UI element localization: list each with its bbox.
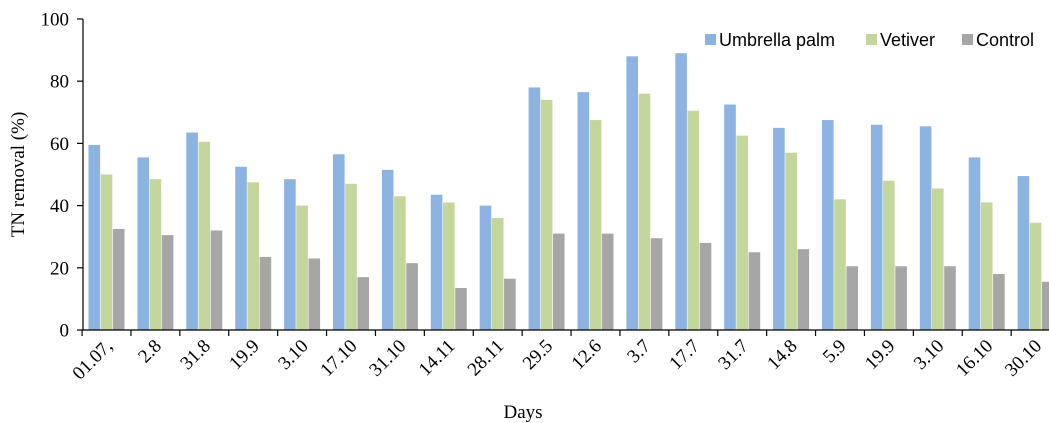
bar-umbrella-palm-16 <box>822 120 834 330</box>
bar-control-10 <box>553 233 565 330</box>
bar-vetiver-8 <box>443 202 455 330</box>
bar-control-20 <box>1042 281 1049 330</box>
y-tick-label: 100 <box>41 10 70 31</box>
bar-control-8 <box>455 288 467 330</box>
bar-umbrella-palm-13 <box>675 53 687 331</box>
bar-umbrella-palm-17 <box>870 124 883 331</box>
x-tick-label: 28.11 <box>464 336 509 381</box>
x-tick-label: 14.11 <box>415 336 460 381</box>
bar-umbrella-palm-9 <box>479 205 492 330</box>
bar-vetiver-16 <box>834 199 846 330</box>
bar-control-15 <box>797 249 810 330</box>
bar-vetiver-5 <box>296 205 308 330</box>
legend-swatch-umbrella-palm <box>705 34 716 45</box>
bar-vetiver-17 <box>883 180 895 330</box>
x-tick-label: 3.10 <box>910 336 948 374</box>
bar-control-5 <box>308 258 321 330</box>
legend-swatch-vetiver <box>866 34 877 45</box>
x-tick-label: 14.8 <box>763 336 801 374</box>
y-tick-label: 60 <box>50 134 69 155</box>
bar-vetiver-10 <box>540 99 553 330</box>
x-tick-label: 2.8 <box>134 336 166 368</box>
bar-control-3 <box>210 230 223 330</box>
y-tick-label: 20 <box>50 258 69 279</box>
legend-label-umbrella-palm: Umbrella palm <box>719 30 835 50</box>
y-tick-label: 0 <box>60 321 70 342</box>
bar-umbrella-palm-14 <box>724 104 736 330</box>
y-tick-label: 80 <box>50 72 69 93</box>
bar-vetiver-9 <box>491 218 504 330</box>
bar-umbrella-palm-3 <box>186 132 198 330</box>
x-tick-label: 31.10 <box>365 336 410 381</box>
bar-umbrella-palm-8 <box>430 194 443 330</box>
bar-control-16 <box>846 266 858 330</box>
bar-umbrella-palm-6 <box>333 154 345 330</box>
bar-vetiver-14 <box>736 135 748 331</box>
bar-control-12 <box>650 238 663 330</box>
bar-vetiver-18 <box>932 188 944 330</box>
x-tick-label: 31.8 <box>176 336 214 374</box>
bars-layer <box>88 53 1049 331</box>
bar-umbrella-palm-12 <box>626 56 638 330</box>
bar-vetiver-4 <box>247 182 259 330</box>
bar-control-9 <box>504 278 516 330</box>
bar-control-6 <box>357 277 369 330</box>
bar-control-7 <box>406 263 418 330</box>
legend-label-vetiver: Vetiver <box>880 30 935 50</box>
x-tick-label: 3.10 <box>274 336 312 374</box>
bar-control-13 <box>699 242 712 330</box>
bar-control-2 <box>161 235 174 330</box>
bar-umbrella-palm-20 <box>1017 176 1030 330</box>
bar-vetiver-1 <box>100 174 113 330</box>
bar-umbrella-palm-4 <box>235 166 247 330</box>
bar-vetiver-2 <box>149 179 162 330</box>
bar-control-14 <box>748 252 761 330</box>
bar-vetiver-20 <box>1029 222 1042 330</box>
x-axis-ticks: 01.07, 2.8 31.8 19.9 3.10 17.10 31.10 14.11 28.1… <box>69 330 1046 384</box>
x-tick-label: 01.07, <box>69 336 117 384</box>
legend-swatch-control <box>962 34 973 45</box>
bar-control-17 <box>895 266 907 330</box>
x-tick-label: 17.10 <box>316 336 361 381</box>
bar-vetiver-19 <box>980 202 993 330</box>
bar-vetiver-15 <box>785 152 797 330</box>
y-tick-label: 40 <box>50 196 69 217</box>
x-tick-label: 19.9 <box>225 336 263 374</box>
bar-umbrella-palm-2 <box>137 157 149 330</box>
bar-umbrella-palm-11 <box>577 92 590 330</box>
y-axis-label: TN removal (%) <box>8 112 29 238</box>
bar-vetiver-11 <box>589 120 602 330</box>
bar-control-11 <box>601 233 614 330</box>
x-tick-label: 31.7 <box>714 336 752 374</box>
bar-umbrella-palm-1 <box>88 144 101 330</box>
x-tick-label: 5.9 <box>819 336 851 368</box>
legend: Umbrella palm Vetiver Control <box>705 30 1034 50</box>
bar-umbrella-palm-15 <box>773 127 785 330</box>
bar-umbrella-palm-19 <box>968 157 981 330</box>
bar-umbrella-palm-10 <box>528 87 541 330</box>
legend-label-control: Control <box>976 30 1034 50</box>
bar-control-1 <box>112 228 125 330</box>
bar-control-4 <box>259 256 272 330</box>
bar-vetiver-13 <box>687 110 700 330</box>
x-axis-label: Days <box>503 402 542 423</box>
bar-vetiver-3 <box>198 141 211 330</box>
bar-vetiver-6 <box>345 183 357 330</box>
bar-vetiver-7 <box>394 196 406 330</box>
y-axis-ticks: 0 20 40 60 80 100 <box>41 10 83 342</box>
bar-umbrella-palm-5 <box>284 179 296 330</box>
x-tick-label: 12.6 <box>568 336 606 374</box>
bar-umbrella-palm-18 <box>919 126 932 330</box>
bar-control-19 <box>993 274 1005 330</box>
bar-control-18 <box>944 266 956 330</box>
bar-umbrella-palm-7 <box>381 169 394 330</box>
x-tick-label: 30.10 <box>1001 336 1046 381</box>
x-tick-label: 19.9 <box>861 336 899 374</box>
bar-vetiver-12 <box>638 93 651 330</box>
x-tick-label: 16.10 <box>952 336 997 381</box>
x-tick-label: 29.5 <box>519 336 557 374</box>
x-tick-label: 3.7 <box>623 336 655 368</box>
x-tick-label: 17.7 <box>665 336 703 374</box>
